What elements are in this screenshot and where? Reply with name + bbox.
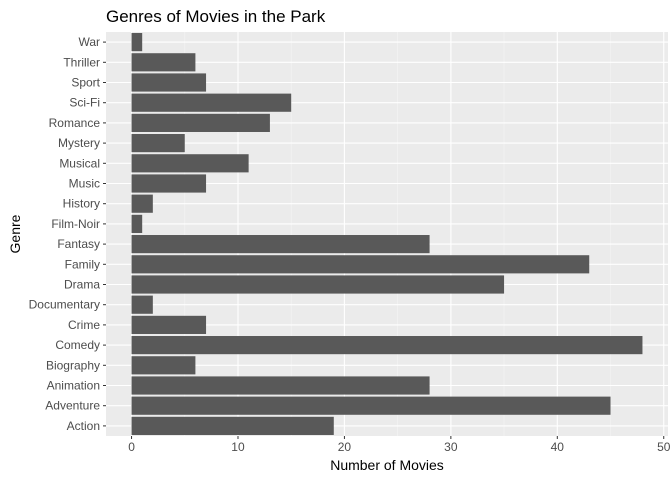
y-tick-label: Documentary: [29, 298, 100, 312]
y-axis: Action Adventure Animation Biography Comedy C…: [29, 35, 106, 433]
bar-comedy: [131, 336, 643, 355]
bar-animation: [131, 376, 430, 395]
bar-sport: [131, 73, 207, 92]
bar-documentary: [131, 295, 153, 314]
bar-musical: [131, 154, 249, 173]
y-tick-label: Drama: [64, 278, 100, 292]
bar-music: [131, 174, 207, 193]
bar-sci-fi: [131, 93, 292, 112]
bar-drama: [131, 275, 505, 294]
y-tick-label: Sci-Fi: [69, 96, 100, 110]
x-axis: 0 10 20 30 40 50: [128, 436, 671, 454]
y-tick-label: War: [78, 35, 100, 49]
y-tick-label: Mystery: [58, 136, 100, 150]
y-tick-label: Musical: [59, 156, 100, 170]
bar-thriller: [131, 53, 196, 72]
x-tick-label: 50: [657, 440, 671, 454]
bar-history: [131, 194, 153, 213]
y-tick-label: Film-Noir: [51, 217, 100, 231]
bar-film-noir: [131, 214, 143, 233]
y-tick-label: Biography: [46, 358, 100, 372]
bar-biography: [131, 356, 196, 375]
y-tick-label: Sport: [71, 76, 100, 90]
x-axis-title: Number of Movies: [330, 457, 444, 473]
bar-romance: [131, 113, 270, 132]
bar-action: [131, 416, 334, 435]
y-tick-label: Fantasy: [57, 237, 100, 251]
bar-fantasy: [131, 235, 430, 254]
y-tick-label: Comedy: [55, 338, 100, 352]
y-tick-label: Adventure: [45, 399, 100, 413]
bar-family: [131, 255, 590, 274]
bars: [131, 33, 643, 435]
chart-title: Genres of Movies in the Park: [106, 7, 326, 26]
x-tick-label: 30: [444, 440, 458, 454]
y-tick-label: Crime: [68, 318, 100, 332]
y-tick-label: Action: [67, 419, 100, 433]
y-tick-label: History: [63, 197, 100, 211]
y-tick-label: Romance: [49, 116, 101, 130]
x-tick-label: 20: [338, 440, 352, 454]
y-axis-title: Genre: [7, 214, 23, 253]
x-tick-label: 0: [128, 440, 135, 454]
y-tick-label: Family: [65, 257, 100, 271]
bar-adventure: [131, 396, 611, 415]
y-tick-label: Music: [69, 177, 100, 191]
x-tick-label: 10: [231, 440, 245, 454]
x-tick-label: 40: [551, 440, 565, 454]
bar-crime: [131, 315, 207, 334]
plot-panel: [106, 32, 668, 436]
y-tick-label: Animation: [47, 379, 100, 393]
y-tick-label: Thriller: [63, 55, 100, 69]
bar-mystery: [131, 134, 185, 153]
bar-war: [131, 33, 143, 52]
